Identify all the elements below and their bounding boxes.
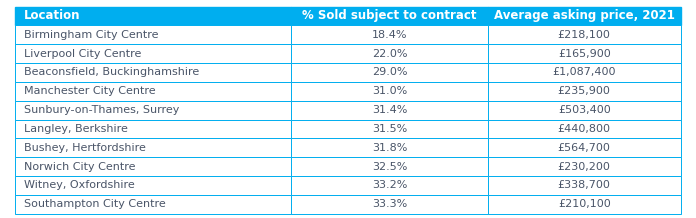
Bar [15, 82, 292, 101]
Bar [15, 63, 292, 82]
Bar [292, 119, 488, 138]
Text: £165,900: £165,900 [557, 49, 610, 59]
Bar [15, 195, 292, 214]
Bar [292, 44, 488, 63]
Bar [292, 25, 488, 44]
Text: £503,400: £503,400 [557, 105, 610, 115]
Bar [488, 63, 681, 82]
Bar [488, 44, 681, 63]
Text: £235,900: £235,900 [557, 86, 610, 96]
Text: 31.0%: 31.0% [372, 86, 407, 96]
Text: Beaconsfield, Buckinghamshire: Beaconsfield, Buckinghamshire [24, 67, 199, 77]
Text: 22.0%: 22.0% [372, 49, 407, 59]
Text: 31.5%: 31.5% [372, 124, 407, 134]
Text: £210,100: £210,100 [557, 199, 610, 209]
Bar [488, 138, 681, 157]
Text: 29.0%: 29.0% [372, 67, 407, 77]
Text: Birmingham City Centre: Birmingham City Centre [24, 30, 158, 40]
Text: Langley, Berkshire: Langley, Berkshire [24, 124, 127, 134]
Bar [488, 176, 681, 195]
Text: £440,800: £440,800 [557, 124, 610, 134]
Text: £230,200: £230,200 [557, 162, 610, 172]
Bar [15, 157, 292, 176]
Text: Average asking price, 2021: Average asking price, 2021 [493, 9, 674, 22]
Bar [488, 195, 681, 214]
Bar [292, 63, 488, 82]
Text: £1,087,400: £1,087,400 [553, 67, 616, 77]
Text: 31.8%: 31.8% [372, 143, 407, 153]
Bar [292, 138, 488, 157]
Bar [292, 82, 488, 101]
Bar [292, 176, 488, 195]
Text: Bushey, Hertfordshire: Bushey, Hertfordshire [24, 143, 145, 153]
Text: £218,100: £218,100 [557, 30, 610, 40]
Bar [488, 82, 681, 101]
Text: 18.4%: 18.4% [372, 30, 407, 40]
Bar [292, 195, 488, 214]
Bar [292, 7, 488, 25]
Bar [488, 7, 681, 25]
Text: 31.4%: 31.4% [372, 105, 407, 115]
Bar [488, 101, 681, 119]
Text: 33.3%: 33.3% [372, 199, 407, 209]
Text: Sunbury-on-Thames, Surrey: Sunbury-on-Thames, Surrey [24, 105, 179, 115]
Text: £338,700: £338,700 [557, 181, 610, 190]
Bar [15, 25, 292, 44]
Bar [488, 25, 681, 44]
Text: Southampton City Centre: Southampton City Centre [24, 199, 166, 209]
Bar [15, 7, 292, 25]
Text: Witney, Oxfordshire: Witney, Oxfordshire [24, 181, 134, 190]
Bar [292, 101, 488, 119]
Bar [15, 101, 292, 119]
Text: Location: Location [24, 9, 80, 22]
Bar [15, 119, 292, 138]
Text: 32.5%: 32.5% [372, 162, 407, 172]
Text: 33.2%: 33.2% [372, 181, 407, 190]
Text: £564,700: £564,700 [557, 143, 610, 153]
Text: Manchester City Centre: Manchester City Centre [24, 86, 155, 96]
Text: Norwich City Centre: Norwich City Centre [24, 162, 135, 172]
Bar [292, 157, 488, 176]
Bar [488, 157, 681, 176]
Bar [15, 176, 292, 195]
Bar [15, 44, 292, 63]
Bar [488, 119, 681, 138]
Bar [15, 138, 292, 157]
Text: % Sold subject to contract: % Sold subject to contract [302, 9, 477, 22]
Text: Liverpool City Centre: Liverpool City Centre [24, 49, 141, 59]
